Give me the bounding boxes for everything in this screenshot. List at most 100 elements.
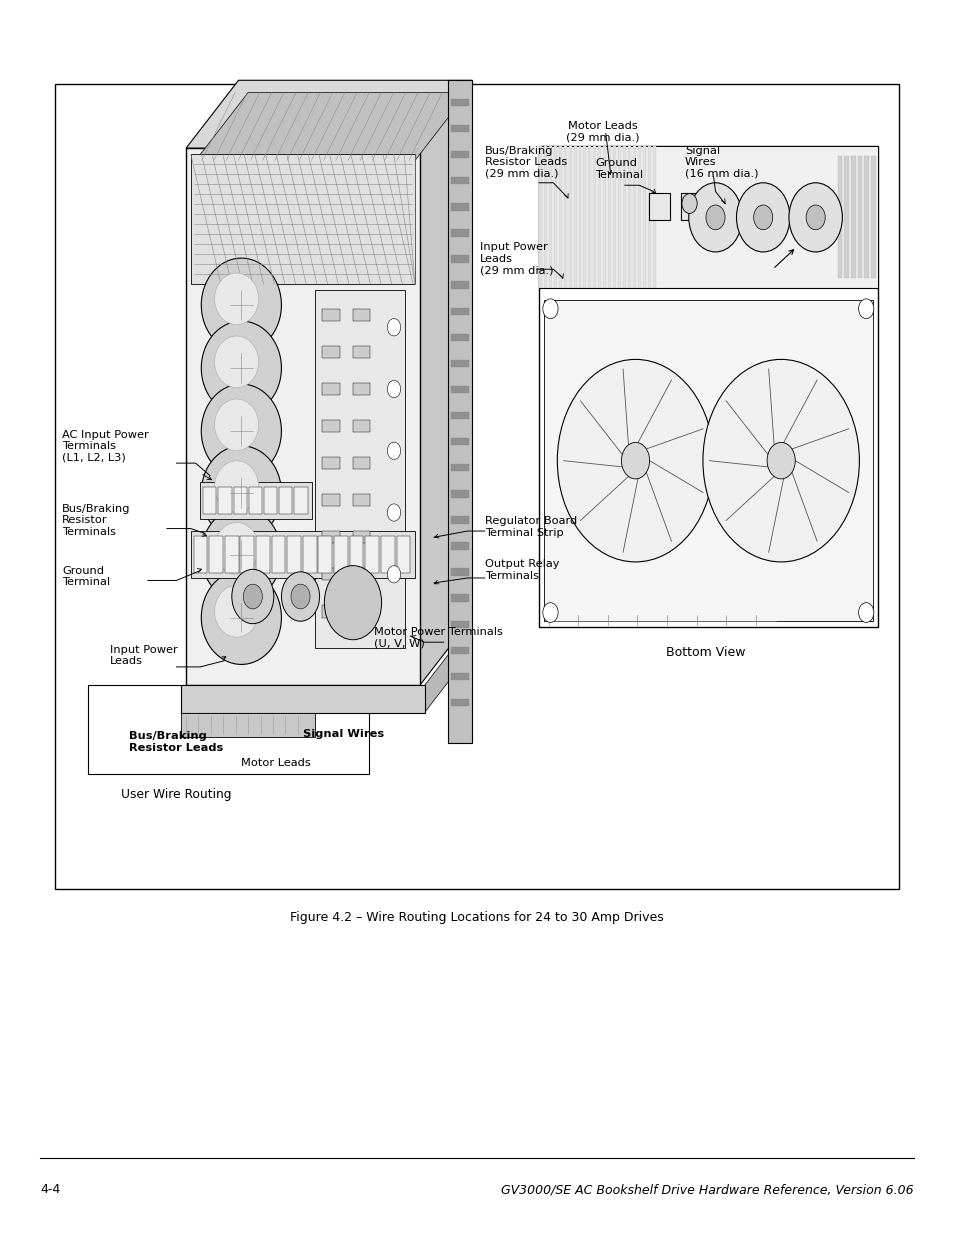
Circle shape — [387, 442, 400, 459]
Bar — [451, 621, 469, 629]
Circle shape — [387, 319, 400, 336]
Bar — [322, 568, 339, 580]
Bar — [353, 383, 370, 395]
Bar — [613, 146, 616, 288]
Bar — [451, 99, 469, 106]
Circle shape — [805, 205, 824, 230]
Circle shape — [291, 584, 310, 609]
Bar — [396, 536, 410, 573]
Bar — [857, 156, 862, 278]
Circle shape — [688, 183, 741, 252]
Bar — [451, 177, 469, 184]
Bar — [322, 494, 339, 506]
Circle shape — [788, 183, 841, 252]
Bar — [193, 536, 207, 573]
Circle shape — [702, 359, 859, 562]
Bar — [181, 685, 424, 713]
Bar — [451, 333, 469, 341]
Bar — [451, 673, 469, 680]
Circle shape — [681, 194, 697, 214]
Text: Ground
Terminal: Ground Terminal — [595, 158, 642, 179]
Ellipse shape — [214, 336, 258, 388]
Bar — [218, 487, 232, 514]
Bar — [451, 151, 469, 158]
Bar — [451, 594, 469, 601]
Bar — [181, 713, 314, 737]
Bar — [837, 156, 841, 278]
Bar — [287, 536, 301, 573]
Bar — [850, 156, 855, 278]
Ellipse shape — [214, 585, 258, 637]
Bar — [863, 156, 868, 278]
Bar — [538, 146, 877, 627]
Bar — [353, 457, 370, 469]
Bar — [322, 383, 339, 395]
Circle shape — [705, 205, 724, 230]
Circle shape — [858, 299, 873, 319]
Ellipse shape — [201, 384, 281, 478]
Bar — [209, 536, 223, 573]
Bar — [233, 487, 247, 514]
Bar — [350, 536, 363, 573]
Bar — [451, 204, 469, 211]
Bar — [240, 536, 253, 573]
Bar — [451, 464, 469, 472]
Bar — [451, 230, 469, 237]
Ellipse shape — [201, 258, 281, 352]
Bar — [451, 490, 469, 498]
Bar — [652, 146, 655, 288]
Text: Output Relay
Terminals: Output Relay Terminals — [484, 559, 558, 580]
Bar — [451, 647, 469, 655]
Polygon shape — [186, 80, 472, 148]
Bar — [203, 487, 216, 514]
Text: Motor Leads
(29 mm dia.): Motor Leads (29 mm dia.) — [565, 121, 639, 142]
Bar — [602, 146, 605, 288]
Circle shape — [324, 566, 381, 640]
Text: Input Power
Leads: Input Power Leads — [110, 645, 177, 666]
Bar — [322, 346, 339, 358]
Bar — [632, 146, 635, 288]
Bar — [303, 536, 316, 573]
Bar — [578, 146, 581, 288]
Text: 4-4: 4-4 — [40, 1183, 60, 1197]
Bar — [451, 359, 469, 367]
Polygon shape — [419, 80, 472, 685]
Bar — [353, 494, 370, 506]
Bar — [622, 146, 625, 288]
Bar — [554, 146, 557, 288]
Bar — [647, 146, 650, 288]
Ellipse shape — [201, 508, 281, 601]
Text: AC Input Power
Terminals
(L1, L2, L3): AC Input Power Terminals (L1, L2, L3) — [62, 430, 149, 463]
Bar — [225, 536, 238, 573]
Text: Signal
Wires
(16 mm dia.): Signal Wires (16 mm dia.) — [684, 146, 758, 179]
Bar — [451, 516, 469, 524]
Bar — [191, 154, 415, 284]
Bar — [680, 193, 698, 220]
Ellipse shape — [201, 571, 281, 664]
Bar — [353, 420, 370, 432]
Bar — [353, 346, 370, 358]
Bar — [322, 457, 339, 469]
Bar — [568, 146, 571, 288]
Bar — [353, 531, 370, 543]
Text: Figure 4.2 – Wire Routing Locations for 24 to 30 Amp Drives: Figure 4.2 – Wire Routing Locations for … — [290, 911, 663, 925]
Ellipse shape — [214, 522, 258, 574]
Bar — [353, 309, 370, 321]
Bar — [322, 531, 339, 543]
Bar — [255, 536, 270, 573]
Bar — [627, 146, 630, 288]
Bar — [322, 605, 339, 618]
Circle shape — [232, 569, 274, 624]
Bar — [588, 146, 591, 288]
Bar — [638, 146, 640, 288]
Bar — [451, 125, 469, 132]
Text: Motor Power Terminals
(U, V, W): Motor Power Terminals (U, V, W) — [374, 627, 502, 648]
Text: Bus/Braking
Resistor
Terminals: Bus/Braking Resistor Terminals — [62, 504, 131, 537]
Bar — [451, 282, 469, 289]
Bar — [451, 542, 469, 550]
Bar — [558, 146, 561, 288]
Bar — [451, 438, 469, 446]
Text: Motor Leads: Motor Leads — [241, 758, 311, 768]
Bar — [88, 685, 369, 774]
Circle shape — [542, 603, 558, 622]
